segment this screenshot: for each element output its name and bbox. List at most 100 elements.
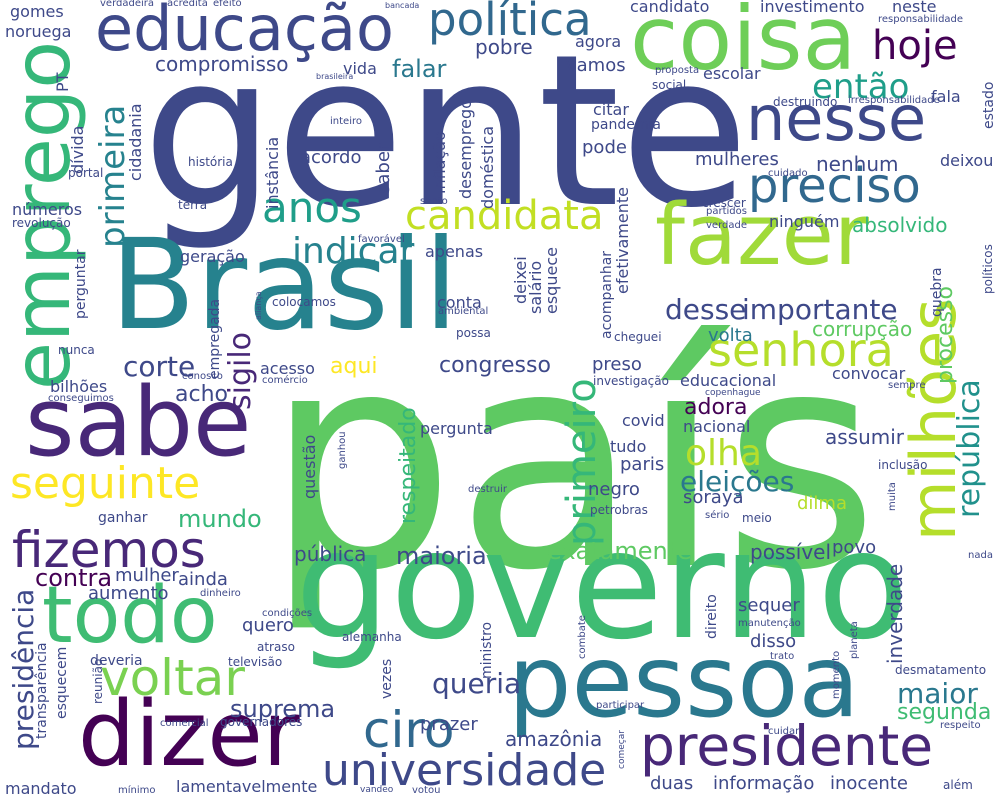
cloud-word: saber — [373, 143, 394, 194]
cloud-word: alemanha — [342, 630, 402, 645]
cloud-word: partidos — [706, 206, 747, 218]
cloud-word: senhora — [708, 323, 894, 378]
cloud-word: inflação — [430, 131, 449, 195]
cloud-word: inclusão — [878, 458, 928, 473]
cloud-word: mulheres — [695, 148, 779, 170]
cloud-word: suprema — [230, 694, 336, 723]
cloud-word: questão — [300, 434, 319, 500]
cloud-word: história — [188, 155, 233, 170]
cloud-word: deveria — [90, 653, 143, 670]
cloud-word: respeitado — [396, 406, 421, 524]
cloud-word: esquece — [542, 247, 561, 315]
cloud-word: Brasil — [110, 212, 459, 358]
cloud-word: aliança — [254, 290, 263, 320]
cloud-word: pobre — [475, 34, 533, 59]
cloud-word: verdadeira — [100, 0, 154, 10]
cloud-word: conta — [437, 293, 482, 313]
cloud-word: investimento — [760, 0, 865, 17]
cloud-word: contra — [35, 563, 113, 592]
cloud-word: dilma — [797, 492, 847, 514]
cloud-word: verdade — [706, 220, 747, 232]
cloud-word: eleições — [680, 465, 795, 499]
cloud-word: direito — [704, 594, 720, 640]
cloud-word: quebra — [929, 267, 945, 318]
cloud-word: acompanhar — [599, 251, 615, 340]
cloud-word: importante — [742, 293, 898, 327]
cloud-word: estado — [981, 81, 997, 130]
cloud-word: agora — [575, 32, 622, 52]
cloud-word: revolução — [12, 216, 71, 231]
cloud-word: efetivamente — [613, 187, 632, 295]
cloud-word: bilhões — [50, 377, 108, 397]
cloud-word: televisão — [228, 655, 283, 670]
cloud-word: destruir — [468, 484, 507, 496]
cloud-word: sério — [705, 510, 730, 522]
cloud-word: inteiro — [330, 116, 362, 128]
cloud-word: manutenção — [738, 618, 801, 630]
cloud-word: ministro — [479, 622, 495, 680]
cloud-word: trato — [770, 651, 795, 663]
cloud-word: vandeo — [360, 785, 394, 796]
cloud-word: lamentavelmente — [176, 777, 318, 797]
cloud-word: educacional — [680, 371, 777, 391]
cloud-word: acho — [175, 381, 228, 407]
cloud-word: quero — [242, 614, 294, 636]
cloud-word: dizer — [78, 681, 300, 787]
cloud-word: condições — [262, 608, 313, 620]
cloud-word: nesse — [746, 82, 927, 156]
cloud-word: congresso — [439, 352, 551, 378]
cloud-word: anos — [262, 183, 362, 233]
cloud-word: mulher — [115, 564, 179, 586]
cloud-word: voltar — [100, 649, 245, 707]
cloud-word: vezes — [379, 659, 395, 700]
cloud-word: fazer — [655, 185, 869, 285]
cloud-word: brasileira — [316, 71, 354, 81]
cloud-word: soraya — [683, 486, 744, 508]
cloud-word: presidente — [640, 713, 934, 778]
cloud-word: assumir — [825, 424, 905, 449]
cloud-word: conseguimos — [48, 393, 114, 405]
cloud-word: vida — [343, 59, 377, 79]
cloud-word: momento — [831, 651, 842, 700]
cloud-word: fizemos — [12, 521, 206, 579]
cloud-word: nenhum — [816, 151, 899, 176]
cloud-word: absolvido — [852, 212, 948, 237]
cloud-word: planeta — [849, 621, 860, 660]
cloud-word: prazer — [420, 713, 478, 735]
cloud-word: aqui — [330, 353, 378, 379]
cloud-word: acordo — [300, 146, 362, 168]
cloud-word: informação — [713, 772, 815, 794]
cloud-word: além — [943, 778, 973, 793]
cloud-word: investigação — [593, 374, 669, 389]
cloud-word: copenhague — [705, 388, 761, 399]
cloud-word: desse — [665, 293, 747, 327]
cloud-word: inverdade — [883, 563, 907, 664]
cloud-word: corte — [123, 350, 196, 384]
cloud-word: maior — [897, 677, 978, 711]
cloud-word: mundo — [178, 504, 262, 533]
cloud-word: disso — [750, 630, 797, 652]
cloud-word: reunião — [91, 658, 105, 705]
cloud-word: desemprego — [456, 99, 475, 200]
cloud-word: seguinte — [10, 458, 201, 510]
cloud-word: efeito — [213, 0, 242, 10]
cloud-word: volta — [708, 324, 753, 346]
cloud-word: gente — [142, 9, 750, 255]
cloud-word: conosco — [182, 371, 223, 383]
cloud-word: gomes — [10, 2, 64, 22]
cloud-word: cheguei — [614, 330, 662, 345]
cloud-word: pode — [582, 136, 627, 158]
cloud-word: bancada — [385, 0, 420, 10]
cloud-word: compromisso — [155, 51, 289, 76]
cloud-word: então — [812, 66, 910, 107]
cloud-word: empregada — [207, 299, 223, 380]
cloud-word: país — [265, 287, 879, 636]
cloud-word: maioria — [396, 541, 487, 570]
cloud-word: duas — [650, 772, 694, 794]
cloud-word: sempre — [888, 380, 926, 392]
cloud-word: combate — [577, 615, 588, 660]
cloud-word: instância — [263, 136, 282, 210]
cloud-word: favorável — [358, 234, 405, 246]
cloud-word: escolar — [703, 64, 761, 84]
cloud-word: governadores — [220, 715, 303, 730]
